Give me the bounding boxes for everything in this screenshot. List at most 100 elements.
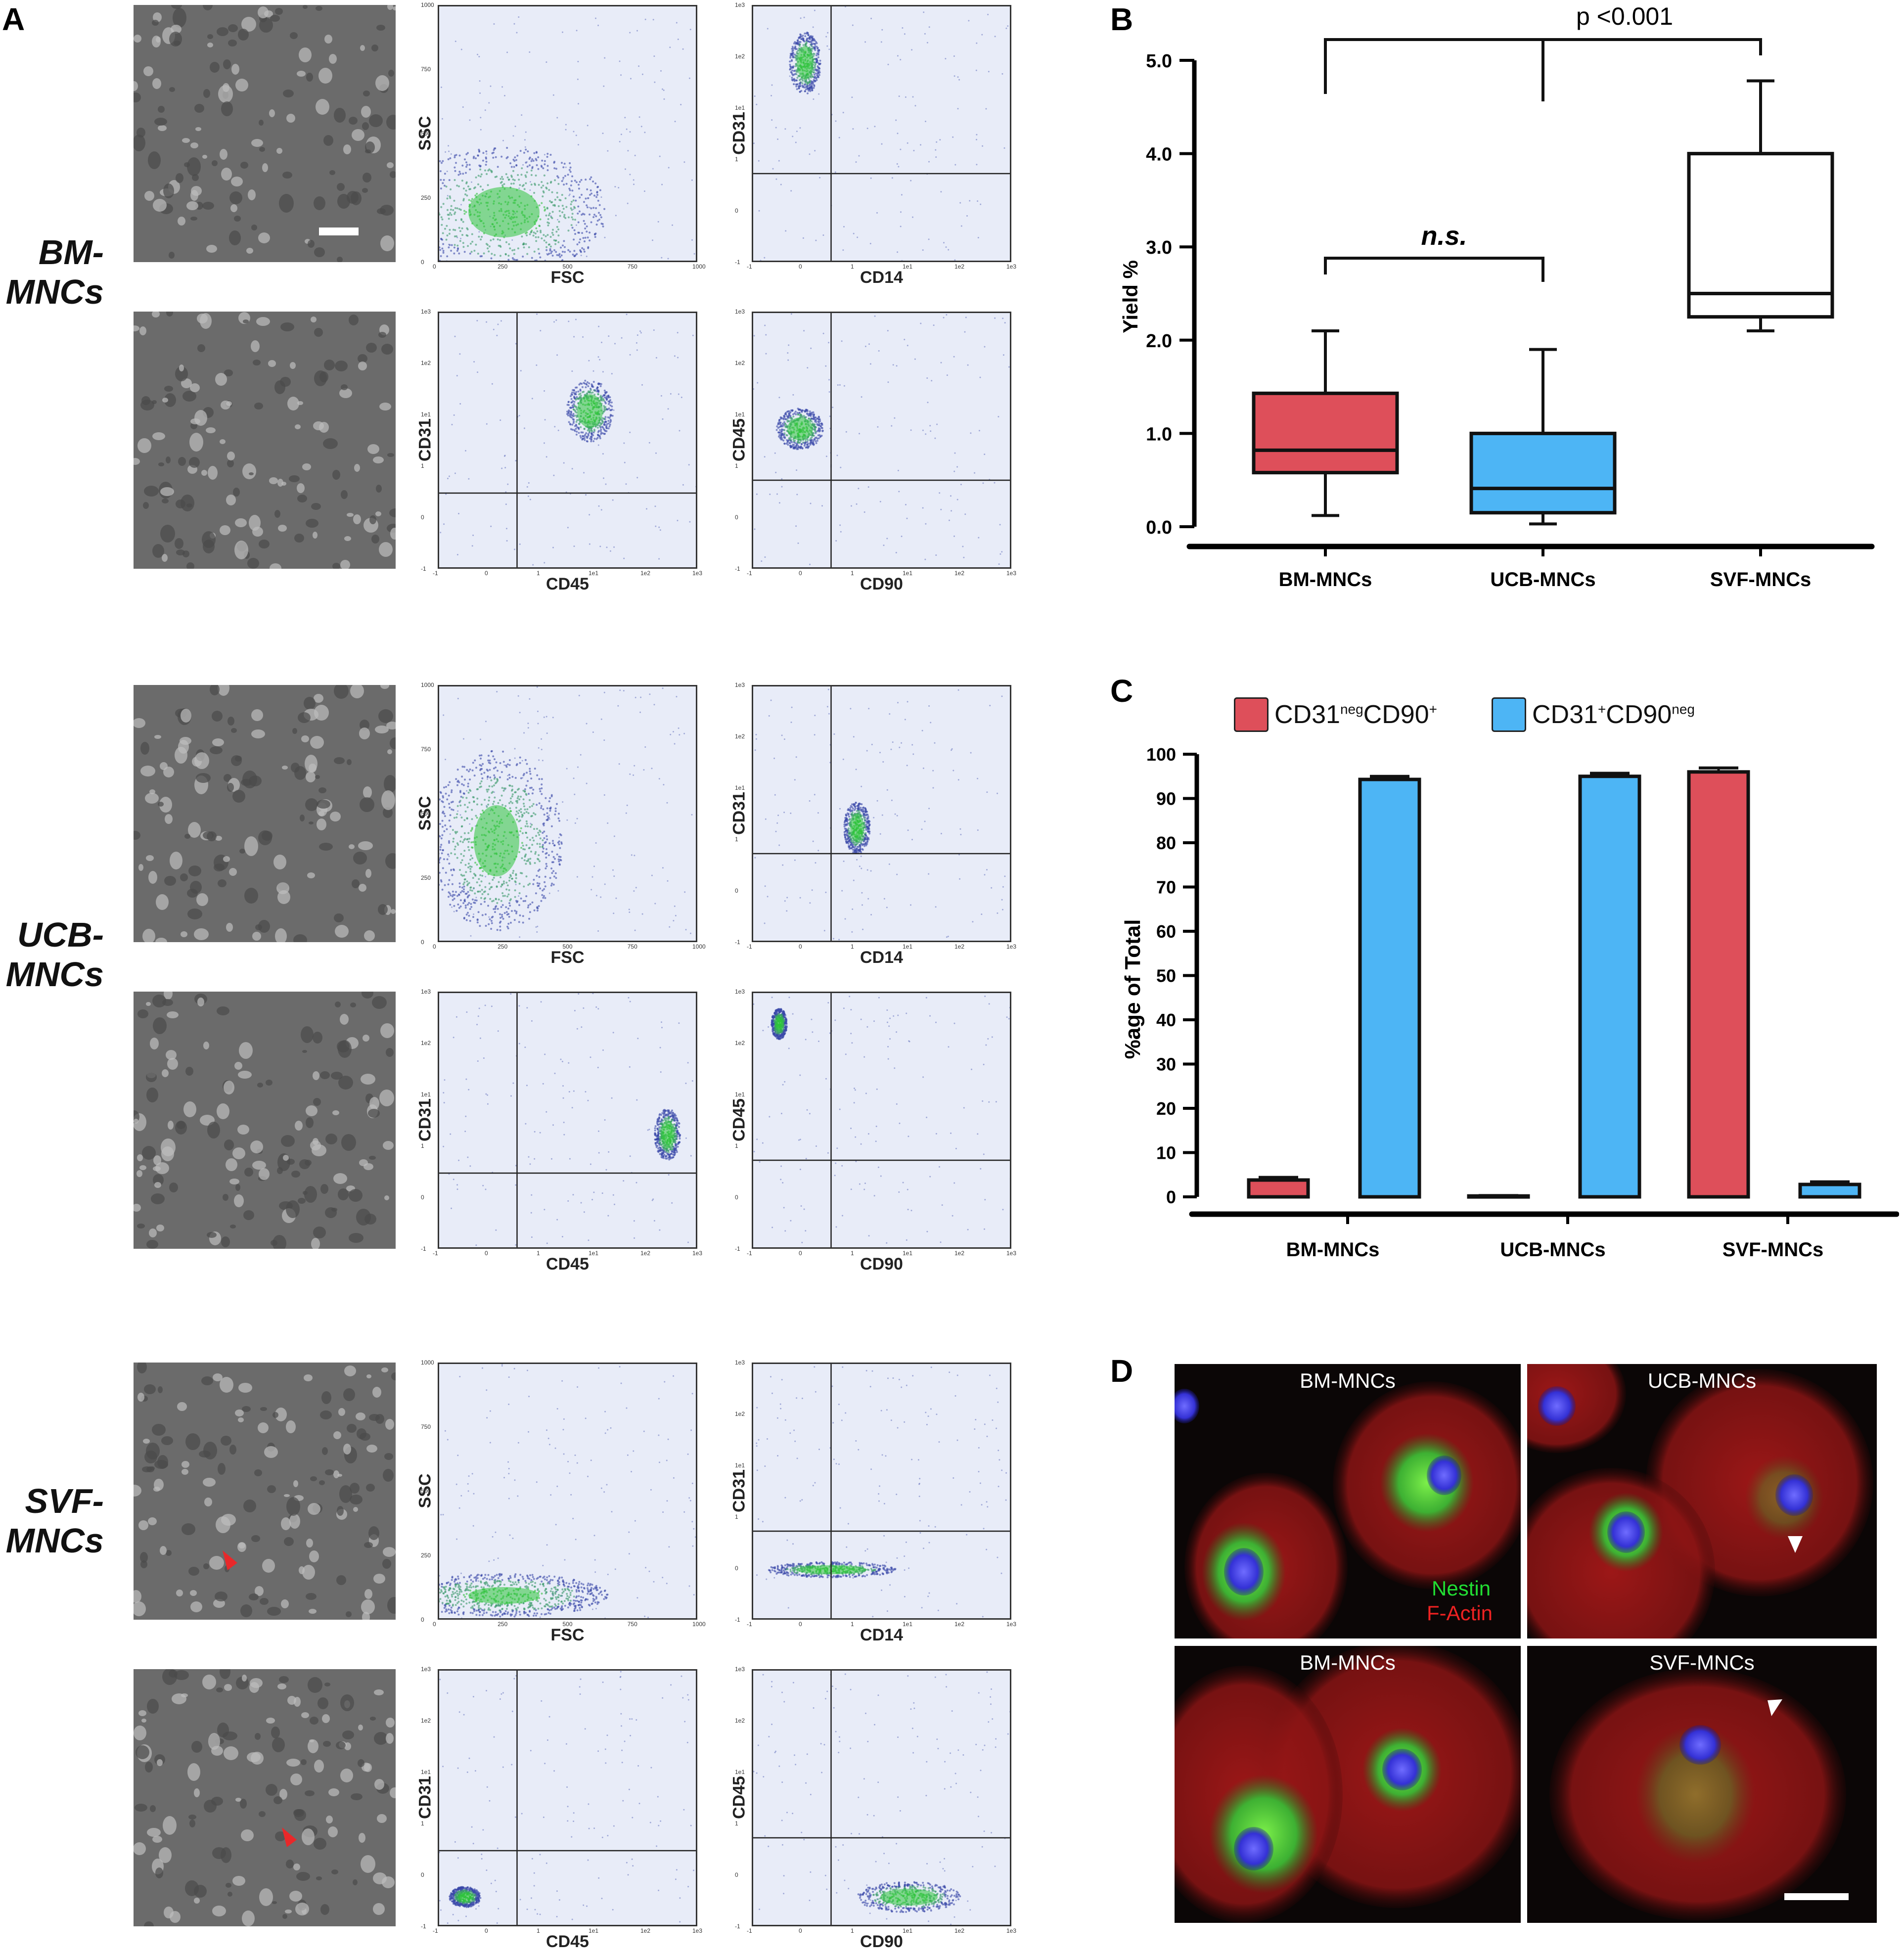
facs-y-tick-label: 500	[421, 130, 431, 137]
facs-x-tick-label: 0	[485, 570, 488, 577]
facs-x-tick-label: 1e1	[903, 943, 913, 950]
facs-y-axis-label: CD45	[729, 1098, 749, 1141]
facs-x-tick-label: 500	[562, 263, 573, 270]
legend-item-cd31pos-cd90neg: CD31+CD90neg	[1491, 697, 1695, 732]
facs-x-tick-label: 0	[485, 1250, 488, 1257]
y-tick-label: 5.0	[1146, 51, 1172, 72]
x-tick-label: SVF-MNCs	[1710, 569, 1811, 591]
legend-swatch-red	[1234, 697, 1269, 732]
facs-x-tick-label: 0	[799, 1621, 802, 1628]
facs-x-tick-label: 1e2	[640, 1927, 651, 1934]
facs-y-tick-label: 1e2	[735, 53, 745, 60]
x-tick-label: BM-MNCs	[1286, 1239, 1380, 1261]
facs-x-tick-label: 1	[537, 1250, 540, 1257]
legend-text: CD31	[1274, 700, 1340, 729]
y-axis-label: %age of Total	[1121, 919, 1145, 1059]
facs-x-tick-label: 1e1	[589, 570, 599, 577]
facs-y-tick-label: 1e1	[421, 1769, 431, 1775]
facs-y-axis-label: CD31	[415, 1098, 435, 1141]
y-tick-label: 60	[1156, 921, 1176, 942]
facs-y-tick-label: 1e3	[735, 988, 745, 995]
facs-y-axis-label: CD31	[729, 1469, 749, 1512]
flow-cytometry-plot	[752, 1669, 1011, 1926]
facs-x-axis-label: CD14	[860, 1626, 903, 1644]
y-tick-label: 3.0	[1146, 237, 1172, 258]
phase-contrast-micrograph	[134, 1669, 396, 1926]
facs-x-tick-label: 0	[799, 1250, 802, 1257]
x-tick-label: SVF-MNCs	[1723, 1239, 1823, 1261]
facs-y-tick-label: 0	[421, 1871, 424, 1878]
facs-y-axis-label: CD45	[729, 418, 749, 461]
facs-y-tick-label: 0	[421, 1194, 424, 1201]
flow-cytometry-plot	[438, 1363, 697, 1620]
facs-y-tick-label: 750	[421, 66, 431, 73]
facs-y-tick-label: -1	[735, 259, 740, 266]
facs-y-tick-label: 250	[421, 1552, 431, 1559]
facs-x-tick-label: -1	[747, 263, 752, 270]
facs-x-tick-label: 0	[799, 943, 802, 950]
facs-y-tick-label: -1	[735, 565, 740, 572]
bar	[1687, 770, 1750, 1199]
y-tick-label: 90	[1156, 789, 1176, 809]
facs-x-tick-label: -1	[747, 943, 752, 950]
facs-x-tick-label: 0	[433, 943, 436, 950]
facs-x-tick-label: 0	[799, 1927, 802, 1934]
facs-x-tick-label: 1e2	[640, 570, 651, 577]
facs-y-tick-label: 1	[421, 1820, 424, 1827]
facs-x-axis-label: CD45	[546, 1932, 589, 1951]
facs-y-tick-label: -1	[735, 1616, 740, 1623]
group-label-bm: BM- MNCs	[0, 232, 104, 312]
yield-box-plot: 0.0 1.0 2.0 3.0 4.0 5.0 Yield % BM-MNCs UCB-MNCs…	[1119, 2, 1875, 591]
facs-y-tick-label: 1e2	[421, 1040, 431, 1046]
facs-x-tick-label: 1	[851, 1927, 854, 1934]
facs-y-tick-label: 1	[735, 1513, 738, 1520]
facs-x-tick-label: 1e2	[954, 943, 965, 950]
facs-y-tick-label: 1	[421, 462, 424, 469]
panel-letter-c: C	[1110, 673, 1133, 709]
facs-y-tick-label: 1e1	[735, 411, 745, 418]
facs-y-tick-label: 1e1	[735, 1769, 745, 1775]
p-value-annotation: p <0.001	[1576, 2, 1673, 30]
facs-y-tick-label: 250	[421, 194, 431, 201]
facs-y-tick-label: 0	[421, 259, 424, 266]
arrowhead-icon	[1788, 1536, 1803, 1553]
group-label-line: MNCs	[5, 1521, 104, 1560]
facs-x-axis-label: FSC	[550, 948, 585, 967]
group-label-line: MNCs	[5, 955, 104, 994]
facs-y-axis-label: CD31	[415, 1776, 435, 1819]
facs-y-tick-label: 1	[735, 462, 738, 469]
facs-x-tick-label: 1e3	[692, 1250, 703, 1257]
arrowhead-icon	[223, 1550, 237, 1570]
facs-y-tick-label: 1000	[421, 1, 434, 8]
facs-x-axis-label: CD14	[860, 948, 903, 967]
facs-y-tick-label: 0	[421, 514, 424, 521]
facs-y-tick-label: 1e3	[735, 308, 745, 315]
y-tick-label: 0	[1166, 1187, 1176, 1207]
facs-y-tick-label: 1000	[421, 1359, 434, 1366]
y-tick-label: 100	[1146, 744, 1176, 765]
legend-sup: neg	[1340, 701, 1363, 717]
facs-y-tick-label: 1	[735, 1142, 738, 1149]
facs-x-tick-label: 1e2	[954, 1927, 965, 1934]
flow-cytometry-plot	[438, 1669, 697, 1926]
facs-x-tick-label: 1	[851, 1250, 854, 1257]
legend-swatch-blue	[1491, 697, 1526, 732]
facs-x-tick-label: -1	[433, 570, 438, 577]
percentage-bar-chart: 0 10 20 30 40 50 60 70 80 90 100 %age of Total BM-MN…	[1121, 744, 1899, 1261]
facs-x-tick-label: 1e1	[589, 1927, 599, 1934]
facs-y-tick-label: 1e3	[421, 1666, 431, 1673]
panel-letter-b: B	[1110, 1, 1133, 37]
facs-y-tick-label: 1e2	[735, 360, 745, 366]
facs-x-tick-label: 250	[498, 1621, 508, 1628]
facs-y-tick-label: 0	[735, 207, 738, 214]
facs-x-tick-label: 1e2	[954, 570, 965, 577]
facs-y-tick-label: 1	[735, 836, 738, 843]
facs-y-tick-label: 1e1	[421, 1091, 431, 1098]
phase-contrast-micrograph	[134, 685, 396, 942]
y-tick-label: 4.0	[1146, 144, 1172, 165]
facs-y-axis-label: CD31	[729, 112, 749, 155]
group-label-line: SVF-	[25, 1482, 104, 1520]
if-tile-svf: SVF-MNCs	[1527, 1646, 1877, 1923]
legend-item-cd31neg-cd90pos: CD31negCD90+	[1234, 697, 1437, 732]
ns-annotation: n.s.	[1421, 221, 1467, 251]
